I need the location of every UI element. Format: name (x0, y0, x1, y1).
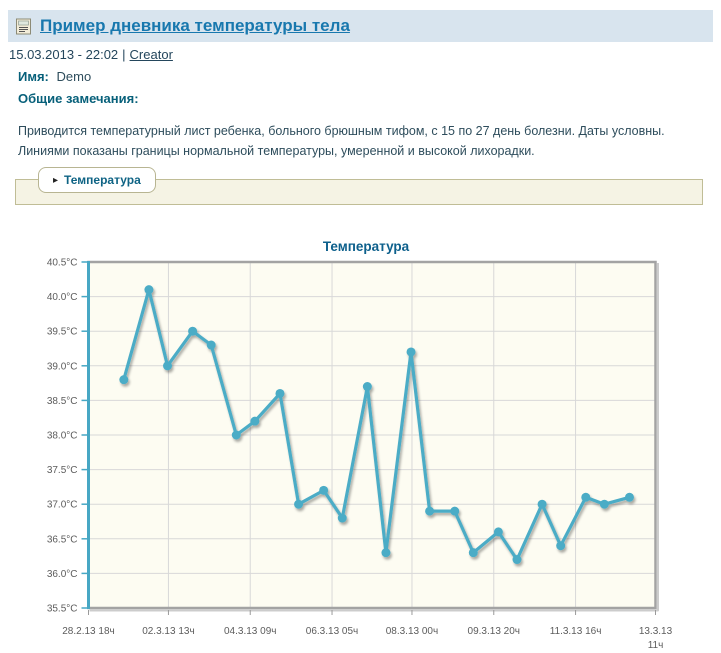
entry-header-bar: Пример дневника температуры тела (8, 10, 713, 42)
data-point-marker[interactable] (294, 499, 304, 509)
temperature-chart-canvas: Температура 40.5°C 40.0°C 39.5°C 39.0°C 38.5°… (47, 239, 673, 651)
data-point-marker[interactable] (406, 347, 416, 357)
data-point-marker[interactable] (337, 513, 347, 523)
data-point-marker[interactable] (537, 499, 547, 509)
temperature-chart: Температура 40.5°C 40.0°C 39.5°C 39.0°C 38.5°… (0, 230, 721, 651)
y-axis-tick-label: 37.5°C (47, 465, 78, 476)
y-axis-tick-label: 37.0°C (47, 500, 78, 511)
data-point-marker[interactable] (163, 361, 173, 371)
y-axis-tick-label: 40.0°C (47, 292, 78, 303)
name-value: Demo (56, 69, 92, 84)
y-axis-tick-label: 35.5°C (47, 604, 78, 615)
journal-icon (16, 18, 31, 34)
data-point-marker[interactable] (425, 506, 435, 516)
description-line: Линиями показаны границы нормальной темп… (18, 144, 535, 158)
entry-datetime: 15.03.2013 - 22:02 (9, 47, 119, 62)
y-axis-tick-label: 40.5°C (47, 258, 78, 269)
data-point-marker[interactable] (144, 285, 154, 295)
data-point-marker[interactable] (319, 485, 329, 495)
name-row: Имя: Demo (18, 69, 91, 84)
data-point-marker[interactable] (581, 492, 591, 502)
x-axis-tick-label: 08.3.13 00ч (386, 626, 438, 637)
data-point-marker[interactable] (512, 555, 522, 565)
data-point-marker[interactable] (599, 499, 609, 509)
description-line: Приводится температурный лист ребенка, б… (18, 124, 665, 138)
data-point-marker[interactable] (250, 416, 260, 426)
notes-row: Общие замечания: (18, 91, 139, 106)
svg-text:Температура: Температура (323, 239, 410, 254)
x-axis-tick-label: 28.2.13 18ч (62, 626, 114, 637)
y-axis-tick-label: 38.5°C (47, 396, 78, 407)
page-title-link[interactable]: Пример дневника температуры тела (40, 16, 350, 35)
data-point-marker[interactable] (119, 375, 129, 385)
x-axis-tick-label: 09.3.13 20ч (468, 626, 520, 637)
entry-meta-row: 15.03.2013 - 22:02 | Creator (9, 47, 173, 62)
creator-link[interactable]: Creator (129, 47, 173, 62)
data-point-marker[interactable] (231, 430, 241, 440)
x-axis-tick-label: 04.3.13 09ч (224, 626, 276, 637)
data-point-marker[interactable] (381, 548, 391, 558)
collapse-arrow-icon: ▸ (53, 174, 59, 186)
data-point-marker[interactable] (468, 548, 478, 558)
y-axis-tick-label: 39.5°C (47, 327, 78, 338)
y-axis-tick-label: 36.5°C (47, 534, 78, 545)
data-point-marker[interactable] (275, 388, 285, 398)
notes-label: Общие замечания: (18, 91, 139, 106)
x-axis-tick-label: 13.3.13 (639, 626, 673, 637)
y-axis-tick-label: 39.0°C (47, 361, 78, 372)
data-point-marker[interactable] (556, 541, 566, 551)
x-axis-tick-label: 11.3.13 16ч (550, 626, 602, 637)
data-point-marker[interactable] (493, 527, 503, 537)
x-axis-tick-label: 06.3.13 05ч (306, 626, 358, 637)
name-label: Имя: (18, 69, 49, 84)
description-block: Приводится температурный лист ребенка, б… (18, 121, 713, 161)
meta-separator: | (122, 47, 126, 62)
x-axis-tick-label: 02.3.13 13ч (142, 626, 194, 637)
x-axis-tick-label: 11ч (648, 640, 664, 648)
temperature-section-tab[interactable]: ▸ Температура (38, 167, 156, 193)
data-point-marker[interactable] (624, 492, 634, 502)
data-point-marker[interactable] (206, 340, 216, 350)
data-point-marker[interactable] (450, 506, 460, 516)
y-axis-tick-label: 36.0°C (47, 569, 78, 580)
data-point-marker[interactable] (188, 326, 198, 336)
data-point-marker[interactable] (362, 382, 372, 392)
y-axis-tick-label: 38.0°C (47, 431, 78, 442)
temperature-tab-label: Температура (64, 173, 141, 187)
